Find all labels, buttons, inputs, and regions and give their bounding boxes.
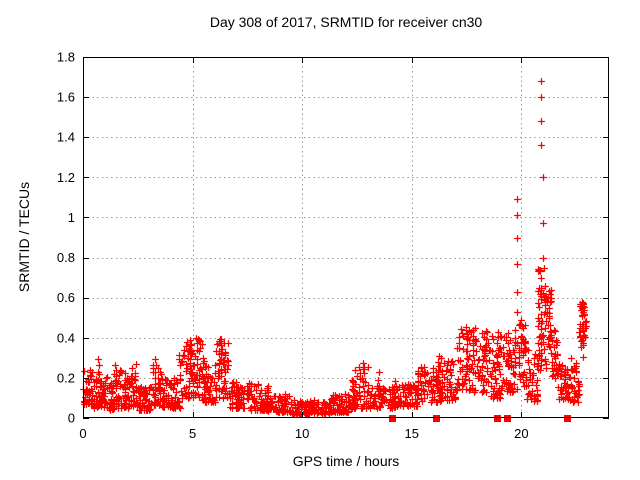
x-tick-label: 0 <box>79 426 86 441</box>
x-axis-label: GPS time / hours <box>292 453 400 469</box>
y-tick-label: 1 <box>68 210 75 225</box>
x-tick-label: 15 <box>405 426 419 441</box>
x-tick-label: 10 <box>295 426 309 441</box>
flag-markers <box>389 415 571 422</box>
y-tick-label: 1.8 <box>57 50 75 65</box>
x-tick-labels: 0 5 10 15 20 <box>79 426 528 441</box>
x-tick-label: 5 <box>189 426 196 441</box>
y-tick-label: 1.2 <box>57 170 75 185</box>
axes-frame <box>83 57 609 419</box>
y-tick-label: 0.4 <box>57 330 75 345</box>
gridlines <box>83 57 609 418</box>
y-tick-label: 1.6 <box>57 90 75 105</box>
y-tick-label: 0.6 <box>57 290 75 305</box>
data-points <box>80 78 590 418</box>
y-tick-label: 1.4 <box>57 130 75 145</box>
y-tick-label: 0.2 <box>57 370 75 385</box>
y-axis-label: SRMTID / TECUs <box>16 181 32 293</box>
x-tick-label: 20 <box>514 426 528 441</box>
y-tick-labels: 0 0.2 0.4 0.6 0.8 1 1.2 1.4 1.6 1.8 <box>57 50 75 426</box>
chart-title: Day 308 of 2017, SRMTID for receiver cn3… <box>209 14 483 30</box>
y-tick-label: 0 <box>68 411 75 426</box>
y-tick-label: 0.8 <box>57 250 75 265</box>
